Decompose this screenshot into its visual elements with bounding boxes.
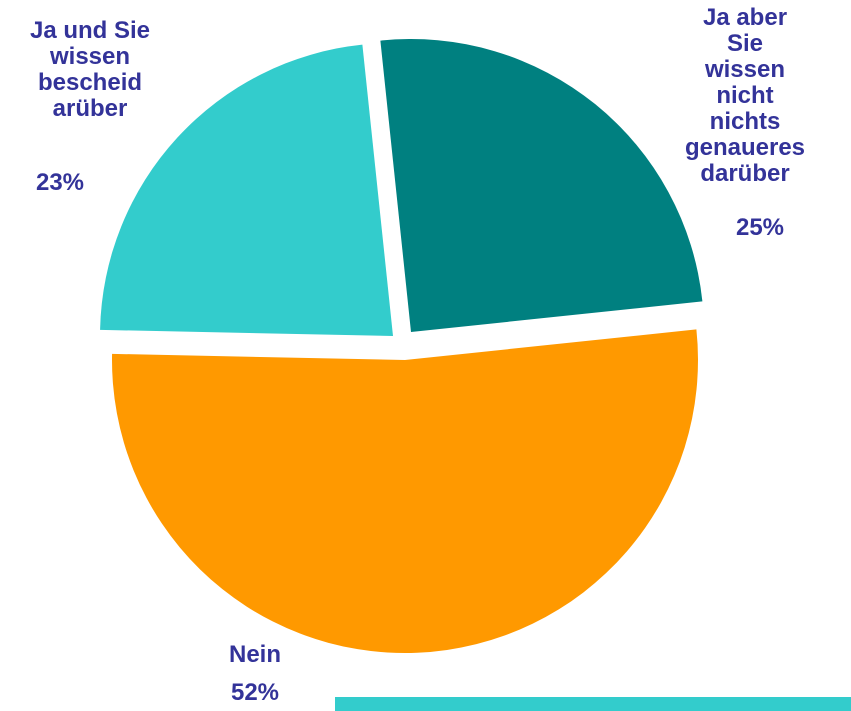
pie-slice xyxy=(380,39,703,333)
pie-slice xyxy=(100,44,393,337)
value-label: 25% xyxy=(735,214,785,241)
decor-bar xyxy=(335,697,851,711)
slice-label: Nein xyxy=(228,641,282,668)
value-label: 52% xyxy=(230,679,280,706)
slice-label: Ja und Sie wissen bescheid arüber xyxy=(29,17,151,122)
pie-slice xyxy=(111,329,698,654)
value-label: 23% xyxy=(35,169,85,196)
slice-label: Ja aber Sie wissen nicht nichts genauere… xyxy=(684,4,806,187)
